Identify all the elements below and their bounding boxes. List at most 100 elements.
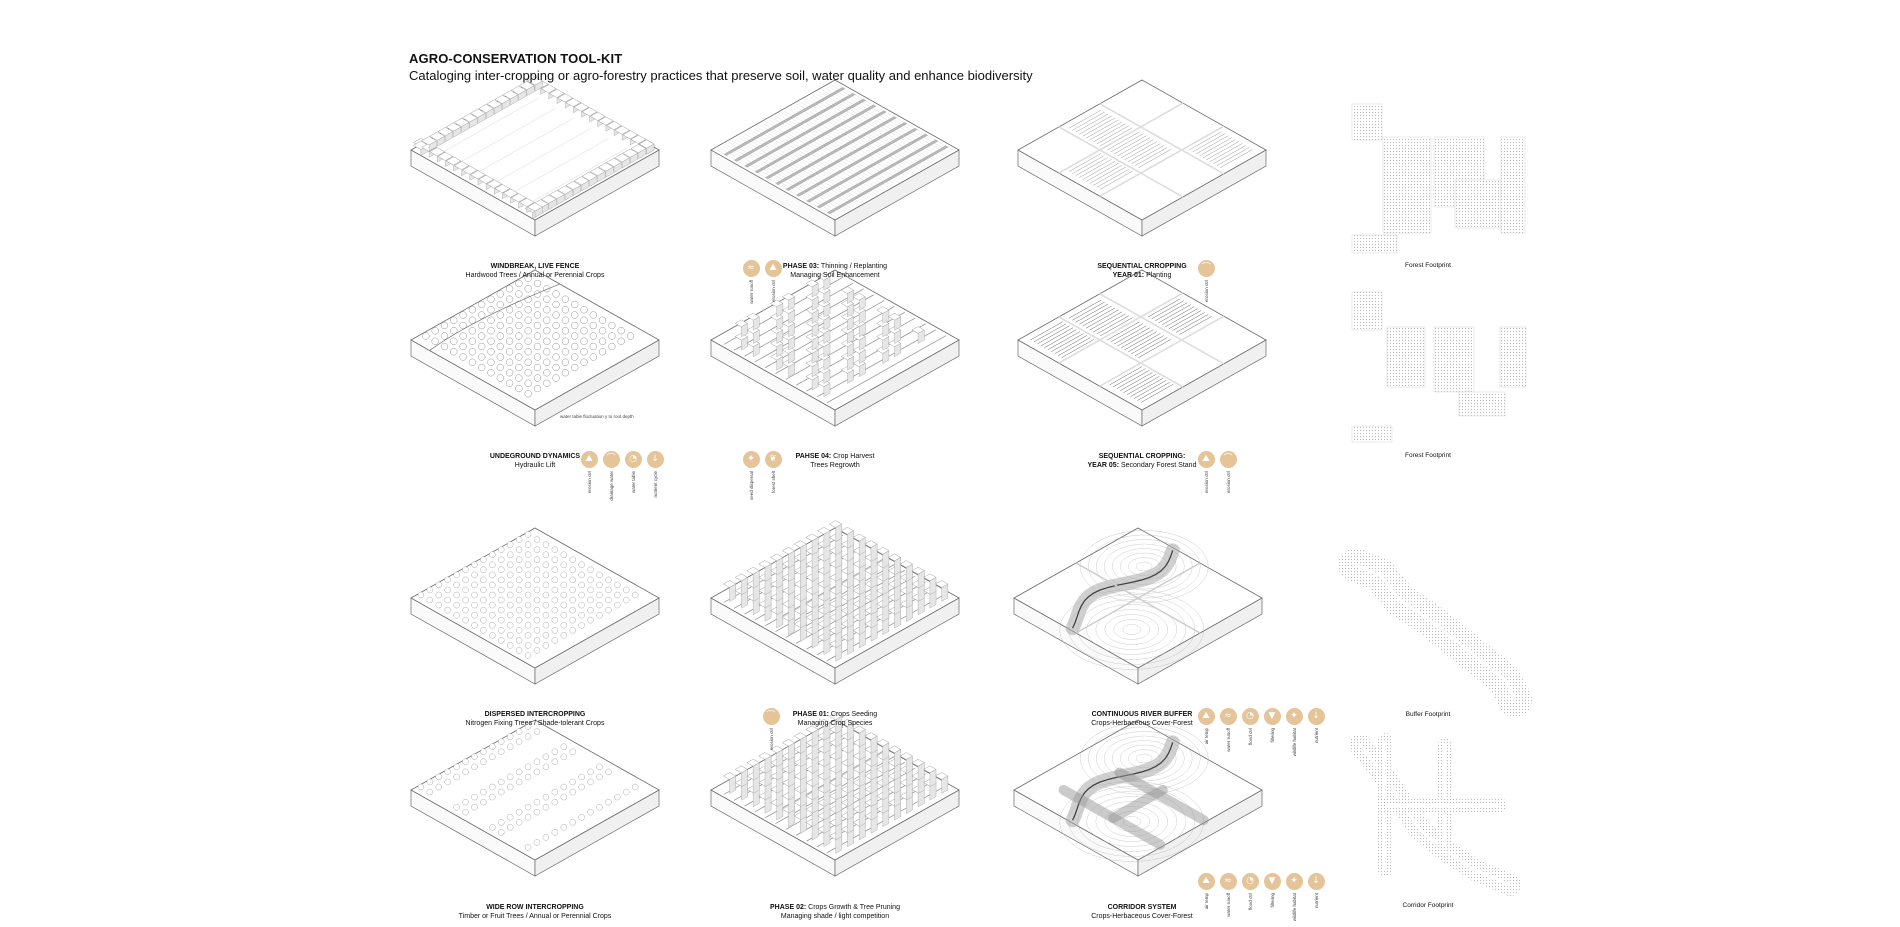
water-icon-circle: ≈ [742, 260, 760, 277]
tree-crown [605, 606, 612, 614]
caption-seq05: SEQUENTIAL CROPPING: YEAR 05: Secondary F… [1087, 453, 1197, 469]
tree-cube-side [776, 329, 784, 344]
texture-line [825, 88, 945, 156]
tree-crown [489, 632, 496, 639]
tree-cube-side [847, 722, 854, 741]
texture-line [1051, 333, 1084, 352]
tree-crown [505, 358, 514, 366]
corridor-band [1058, 785, 1166, 850]
tree-cube-side [729, 775, 736, 794]
tree-crown [515, 332, 523, 340]
tree-crown [542, 793, 550, 801]
tree-crown [422, 332, 430, 340]
tree-crown [462, 768, 469, 776]
tree-cube-side [548, 198, 557, 210]
tree-crown [471, 753, 478, 760]
forest-footprint-map-2 [1351, 291, 1527, 443]
tree-crown [533, 536, 541, 543]
tree-crown [471, 591, 478, 599]
texture-line [738, 137, 858, 205]
tree-cube-side [613, 162, 622, 173]
block-top [410, 79, 660, 221]
tree-cube-side [906, 755, 913, 774]
icon-label: water runoff [1225, 728, 1231, 752]
tree-cube-side [753, 316, 760, 331]
tree-crown [478, 353, 486, 361]
tree-crown [524, 358, 532, 366]
tree-crown [533, 637, 541, 644]
texture-line [1093, 313, 1126, 333]
tree-crown [598, 337, 607, 345]
caption-underground: UNDEGROUND DYNAMICS Hydraulic Lift [489, 453, 581, 469]
tree-cube-side [510, 94, 519, 106]
texture-line [1068, 153, 1102, 172]
water-drop-icon: ◔ flood ctrl [1241, 873, 1259, 921]
tree-crown [580, 316, 588, 324]
tree-crown [435, 773, 442, 781]
tree-crown [515, 536, 523, 543]
tree-crown [561, 295, 569, 303]
tree-cube-side [882, 349, 890, 364]
tree-crown [596, 571, 603, 579]
tree-crown [569, 788, 576, 796]
icon-label: flood ctrl [1247, 728, 1253, 746]
tree-crown [598, 316, 607, 324]
tree-crown [489, 581, 496, 589]
tree-crown [444, 778, 451, 786]
tree-crown [587, 596, 594, 604]
tree-crown [444, 768, 451, 776]
tree-crown [489, 622, 496, 629]
tree-crown [614, 591, 621, 599]
funnel-icon: ▼ filtering [1263, 708, 1281, 756]
texture-line [732, 140, 852, 209]
drainage-icon-circle: ⌒ [602, 451, 620, 468]
texture-line [756, 126, 876, 195]
texture-line [787, 109, 907, 177]
texture-line [1058, 316, 1184, 388]
tree-crown [589, 332, 597, 340]
tree-crown [515, 374, 523, 382]
tree-crown [453, 803, 460, 811]
water-icon: ≈ water runoff [742, 260, 760, 304]
water-icon-circle: ≈ [1219, 708, 1237, 725]
tree-crown [524, 632, 532, 639]
texture-line [1099, 125, 1225, 197]
tree-cube-side [589, 175, 598, 187]
texture-line [1096, 125, 1129, 145]
tree-crown [489, 783, 496, 791]
tree-crown [462, 758, 469, 765]
tree-crown [551, 596, 559, 604]
texture-line [728, 142, 849, 210]
tree-crown [587, 566, 594, 573]
erosion-icon-circle: ⛰ [1197, 873, 1215, 890]
texture-line [1089, 121, 1123, 141]
tree-crown [524, 348, 532, 356]
tree-cube-side [859, 537, 866, 556]
tree-crown [515, 576, 523, 584]
tree-crown [478, 311, 486, 319]
tree-crown [542, 753, 550, 760]
tree-crown [498, 596, 505, 604]
tree-crown [459, 321, 467, 330]
tree-cube-side [823, 382, 831, 397]
funnel-icon: ▼ filtering [1263, 873, 1281, 921]
tree-cube-side [753, 343, 760, 358]
footprint-label: Forest Footprint [1405, 262, 1451, 269]
tree-crown [551, 586, 559, 594]
tree-crown [496, 300, 504, 309]
tree-crown [524, 601, 532, 609]
erosion-icon: ⛰ erosion ctrl [764, 260, 782, 304]
contour-line [1088, 534, 1201, 599]
tree-cube-side [776, 749, 784, 768]
texture-line [713, 151, 833, 219]
texture-line [1188, 131, 1222, 151]
tree-crown [489, 601, 496, 609]
tree-crown [589, 353, 597, 361]
icon-label: nutrient [1313, 893, 1319, 909]
tree-crown [605, 596, 612, 604]
water-drop-icon-circle: ◔ [1241, 873, 1259, 890]
tree-crown [524, 390, 532, 398]
footprint-label: Corridor Footprint [1402, 902, 1454, 909]
seed-icon: ✦ wildlife habitat [1285, 708, 1303, 756]
tree-crown [507, 581, 514, 589]
